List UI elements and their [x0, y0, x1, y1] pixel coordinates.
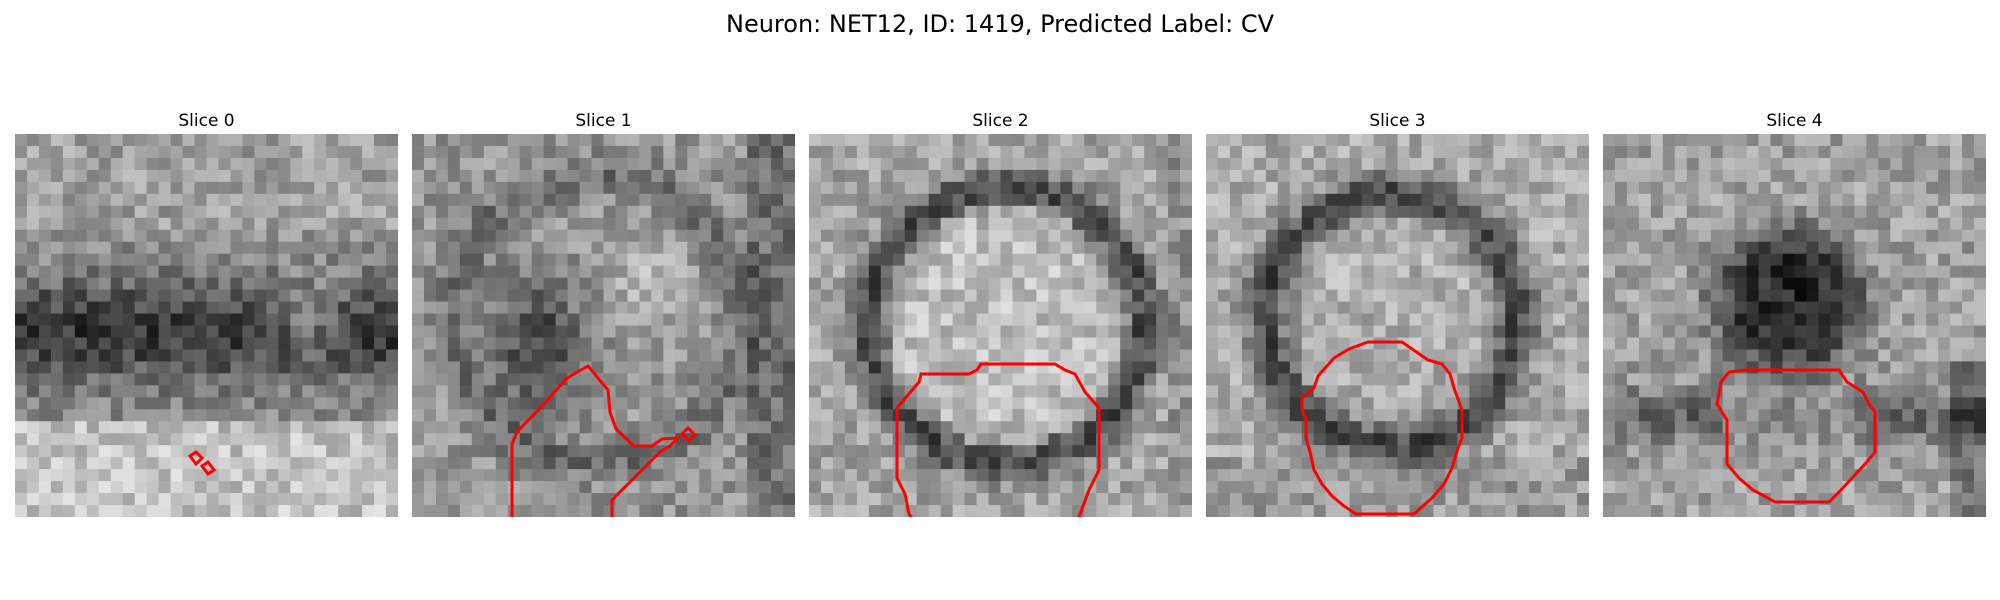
grayscale-image-slice-4 — [1603, 134, 1986, 517]
contour-slice-0a — [187, 450, 205, 467]
slice-panel-3: Slice 3 — [1206, 108, 1589, 517]
figure-title: Neuron: NET12, ID: 1419, Predicted Label… — [726, 10, 1274, 38]
slice-title: Slice 1 — [575, 111, 632, 131]
grayscale-image-slice-2 — [809, 134, 1192, 517]
slice-panel-0: Slice 0 — [15, 108, 398, 517]
slice-panel-1: Slice 1 — [412, 108, 795, 517]
slice-title: Slice 3 — [1369, 111, 1426, 131]
slice-title: Slice 2 — [972, 111, 1029, 131]
slice-title: Slice 4 — [1766, 111, 1823, 131]
grayscale-image-slice-1 — [412, 134, 795, 517]
contour-slice-2 — [895, 362, 1101, 517]
contour-slice-3 — [1300, 340, 1464, 516]
grayscale-image-slice-0 — [15, 134, 398, 517]
contour-slice-0b — [199, 459, 217, 477]
slice-title: Slice 0 — [178, 111, 235, 131]
contour-slice-1 — [510, 364, 682, 517]
contour-slice-1b — [679, 425, 698, 444]
contour-slice-4 — [1715, 368, 1877, 504]
slice-panel-2: Slice 2 — [809, 108, 1192, 517]
slice-panel-4: Slice 4 — [1603, 108, 1986, 517]
grayscale-image-slice-3 — [1206, 134, 1589, 517]
